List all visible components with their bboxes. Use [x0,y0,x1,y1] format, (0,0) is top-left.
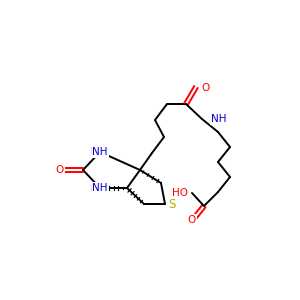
Text: O: O [188,215,196,225]
Text: O: O [56,165,64,175]
Text: H: H [90,184,97,194]
Text: N: N [97,184,108,194]
Text: NH: NH [211,114,226,124]
Text: HO: HO [172,188,188,198]
Text: H: H [90,146,97,155]
Text: S: S [168,197,176,211]
Text: N: N [97,146,108,156]
Text: NH: NH [92,147,108,157]
Text: O: O [201,83,209,93]
Text: NH: NH [92,183,108,193]
